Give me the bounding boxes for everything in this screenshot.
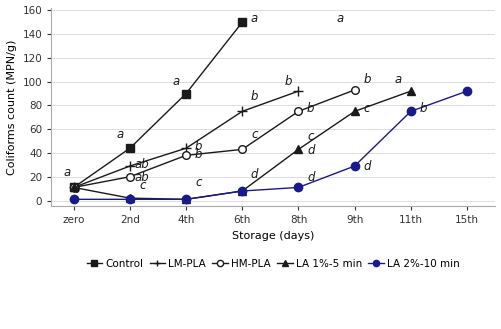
Text: a: a bbox=[116, 128, 123, 141]
Text: a: a bbox=[250, 12, 258, 25]
HM-PLA bbox=[183, 153, 189, 157]
Text: b: b bbox=[307, 102, 314, 115]
LA 1%-5 min bbox=[295, 147, 301, 151]
Control bbox=[71, 186, 77, 190]
LA 1%-5 min bbox=[407, 89, 413, 93]
Text: a: a bbox=[63, 166, 71, 179]
LA 1%-5 min bbox=[239, 189, 245, 193]
HM-PLA bbox=[295, 109, 301, 113]
Control bbox=[183, 91, 189, 95]
Text: b: b bbox=[250, 90, 258, 103]
Text: c: c bbox=[307, 130, 314, 143]
LA 2%-10 min bbox=[127, 197, 133, 201]
LA 2%-10 min bbox=[407, 109, 413, 113]
X-axis label: Storage (days): Storage (days) bbox=[231, 231, 314, 241]
Line: LA 2%-10 min: LA 2%-10 min bbox=[70, 87, 470, 204]
Line: Control: Control bbox=[70, 18, 245, 191]
HM-PLA bbox=[351, 88, 357, 92]
Line: LM-PLA: LM-PLA bbox=[69, 86, 303, 192]
Text: b: b bbox=[284, 75, 292, 88]
Text: c: c bbox=[139, 179, 145, 192]
LA 2%-10 min bbox=[351, 164, 357, 168]
LA 1%-5 min bbox=[71, 186, 77, 190]
LM-PLA bbox=[127, 164, 133, 168]
Text: b: b bbox=[194, 140, 202, 153]
Control bbox=[239, 20, 245, 24]
LA 1%-5 min bbox=[127, 196, 133, 200]
LA 1%-5 min bbox=[351, 109, 357, 113]
Text: d: d bbox=[250, 168, 258, 182]
HM-PLA bbox=[127, 175, 133, 179]
LA 1%-5 min bbox=[183, 197, 189, 201]
LM-PLA bbox=[71, 186, 77, 190]
Line: LA 1%-5 min: LA 1%-5 min bbox=[70, 87, 414, 203]
Text: b: b bbox=[363, 73, 370, 87]
Text: c: c bbox=[251, 128, 258, 141]
Text: ab: ab bbox=[135, 171, 149, 184]
LA 2%-10 min bbox=[463, 89, 469, 93]
Text: d: d bbox=[307, 171, 314, 184]
LM-PLA bbox=[295, 89, 301, 93]
Text: a: a bbox=[336, 12, 344, 25]
LA 2%-10 min bbox=[183, 197, 189, 201]
Text: b: b bbox=[194, 148, 202, 161]
Control bbox=[127, 146, 133, 150]
Line: HM-PLA: HM-PLA bbox=[70, 86, 358, 191]
LA 2%-10 min bbox=[239, 189, 245, 193]
HM-PLA bbox=[239, 147, 245, 151]
HM-PLA bbox=[71, 186, 77, 190]
Text: c: c bbox=[363, 102, 370, 115]
Text: a: a bbox=[172, 75, 179, 88]
Legend: Control, LM-PLA, HM-PLA, LA 1%-5 min, LA 2%-10 min: Control, LM-PLA, HM-PLA, LA 1%-5 min, LA… bbox=[82, 254, 463, 273]
LA 2%-10 min bbox=[71, 197, 77, 201]
Text: d: d bbox=[307, 143, 314, 157]
Text: d: d bbox=[363, 160, 370, 173]
Text: b: b bbox=[73, 183, 80, 196]
LA 2%-10 min bbox=[295, 186, 301, 190]
Text: c: c bbox=[195, 176, 201, 189]
LM-PLA bbox=[239, 109, 245, 113]
Text: b: b bbox=[418, 102, 426, 115]
LM-PLA bbox=[183, 146, 189, 150]
Text: ab: ab bbox=[135, 158, 149, 171]
Y-axis label: Coliforms count (MPN/g): Coliforms count (MPN/g) bbox=[7, 39, 17, 175]
Text: a: a bbox=[394, 73, 401, 87]
